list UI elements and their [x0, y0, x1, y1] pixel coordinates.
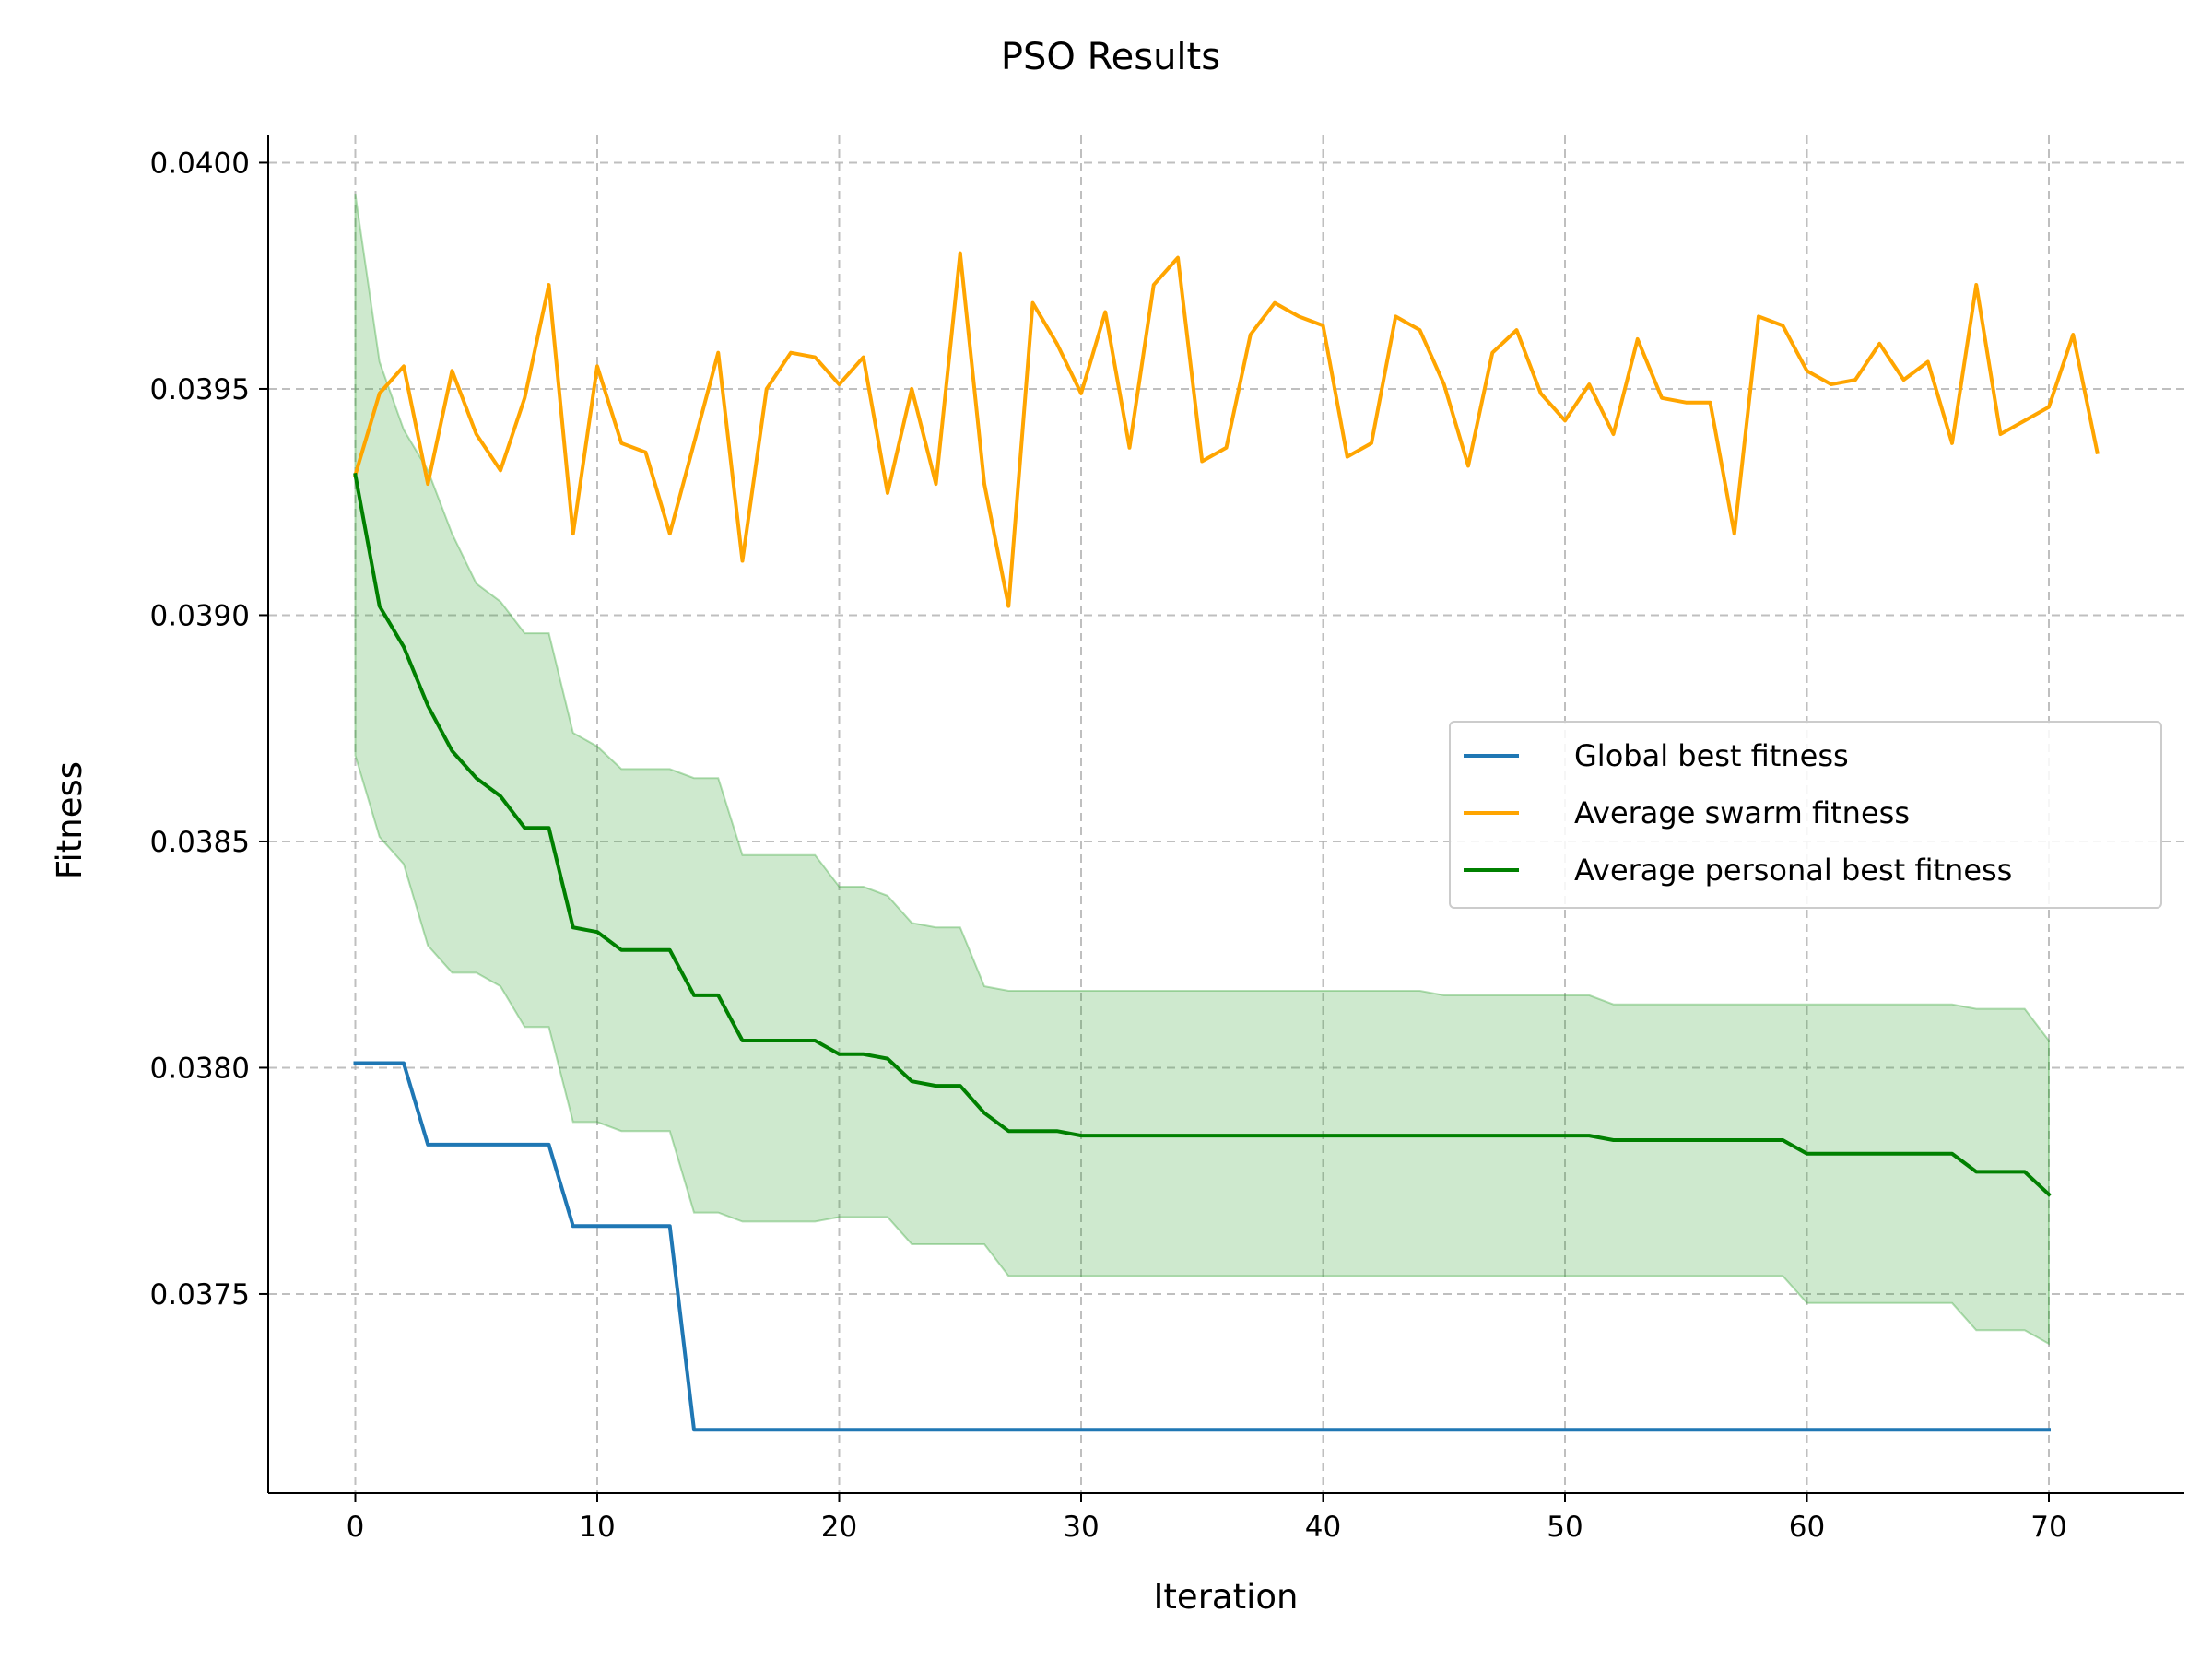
y-axis-label: Fitness — [50, 761, 89, 879]
global-best-fitness-line — [353, 1061, 2051, 1432]
legend-item-global-best-label: Global best fitness — [1574, 738, 1849, 773]
legend-box — [1449, 721, 2162, 909]
x-tick-label: 50 — [1547, 1511, 1583, 1544]
series-lines — [353, 251, 2100, 1432]
x-tick-label: 20 — [821, 1511, 857, 1544]
x-tick-label: 40 — [1305, 1511, 1341, 1544]
x-tick-label: 30 — [1063, 1511, 1099, 1544]
y-tick-label: 0.0375 — [150, 1278, 250, 1312]
x-axis-label: Iteration — [1154, 1577, 1299, 1617]
y-tick-label: 0.0385 — [150, 826, 250, 859]
y-tick-label: 0.0390 — [150, 599, 250, 632]
y-tick-label: 0.0380 — [150, 1052, 250, 1085]
chart-title: PSO Results — [1001, 36, 1220, 78]
x-tick-label: 70 — [2030, 1511, 2066, 1544]
average-swarm-fitness-line — [353, 251, 2100, 608]
confidence-band — [354, 194, 2050, 1346]
x-tick-label: 10 — [579, 1511, 615, 1544]
x-tick-label: 60 — [1789, 1511, 1825, 1544]
legend: Global best fitness Average swarm fitness… — [1449, 721, 2162, 909]
y-tick-label: 0.0400 — [150, 147, 250, 180]
personal-best-fitness-band — [354, 194, 2050, 1346]
legend-item-average-personal-best-label: Average personal best fitness — [1574, 853, 2012, 888]
legend-item-average-swarm-label: Average swarm fitness — [1574, 795, 1910, 830]
axis-ticks: 0 10 20 30 40 50 60 70 0.0375 0.0380 0.0385 0.0390 0… — [150, 147, 2067, 1544]
axes — [267, 135, 2184, 1494]
y-tick-label: 0.0395 — [150, 373, 250, 406]
x-tick-label: 0 — [347, 1511, 365, 1544]
average-personal-best-fitness-line — [353, 472, 2052, 1197]
